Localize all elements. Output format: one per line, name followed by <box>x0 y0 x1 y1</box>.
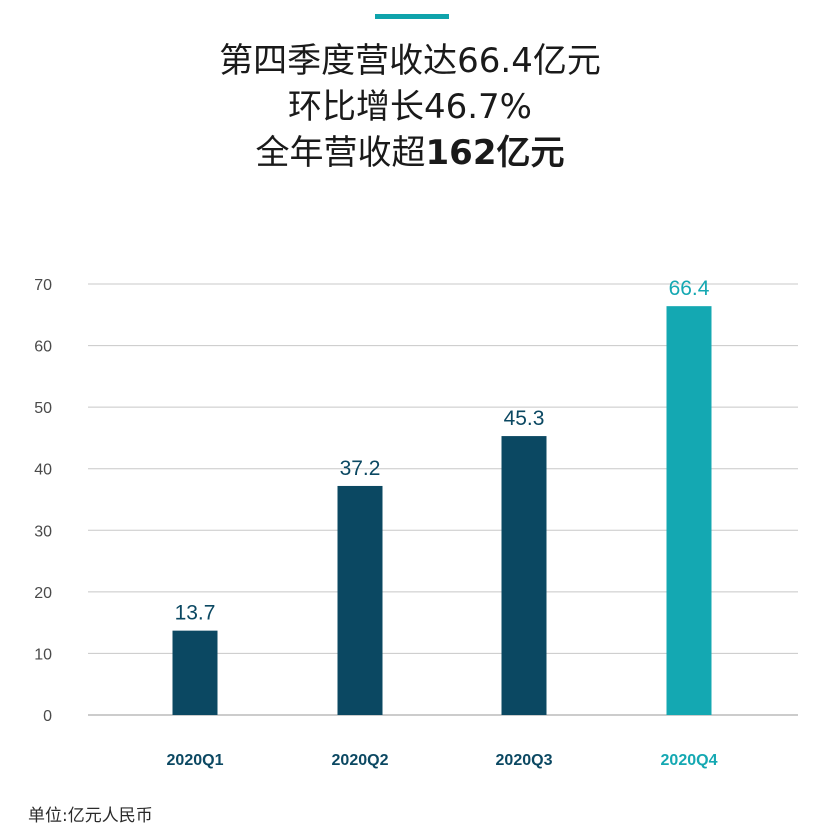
bar <box>337 485 383 715</box>
headline-line-3-bold: 162亿元 <box>425 133 565 173</box>
accent-bar <box>375 14 449 19</box>
data-label: 45.3 <box>504 407 545 430</box>
x-tick-label: 2020Q4 <box>661 752 718 769</box>
x-tick-label: 2020Q2 <box>332 752 389 769</box>
bar <box>172 630 218 715</box>
y-tick-label: 0 <box>43 708 52 725</box>
bar <box>501 436 547 715</box>
headline-line-2: 环比增长46.7% <box>287 87 532 127</box>
headline: 第四季度营收达66.4亿元 环比增长46.7% 全年营收超162亿元 <box>0 38 820 176</box>
data-label: 13.7 <box>175 602 216 625</box>
bar <box>666 306 712 715</box>
headline-line-3: 全年营收超162亿元 <box>0 130 820 176</box>
y-tick-label: 60 <box>34 339 52 356</box>
headline-line-3-regular: 全年营收超 <box>255 133 426 173</box>
y-tick-label: 20 <box>34 585 52 602</box>
y-tick-label: 40 <box>34 462 52 479</box>
data-label: 66.4 <box>669 277 710 300</box>
x-tick-label: 2020Q1 <box>167 752 224 769</box>
x-tick-label: 2020Q3 <box>496 752 553 769</box>
unit-note: 单位:亿元人民币 <box>28 806 153 826</box>
data-label: 37.2 <box>340 457 381 480</box>
y-tick-label: 10 <box>34 646 52 663</box>
headline-line-1: 第四季度营收达66.4亿元 <box>219 41 601 81</box>
y-tick-label: 70 <box>34 277 52 294</box>
y-tick-label: 50 <box>34 400 52 417</box>
y-tick-label: 30 <box>34 523 52 540</box>
